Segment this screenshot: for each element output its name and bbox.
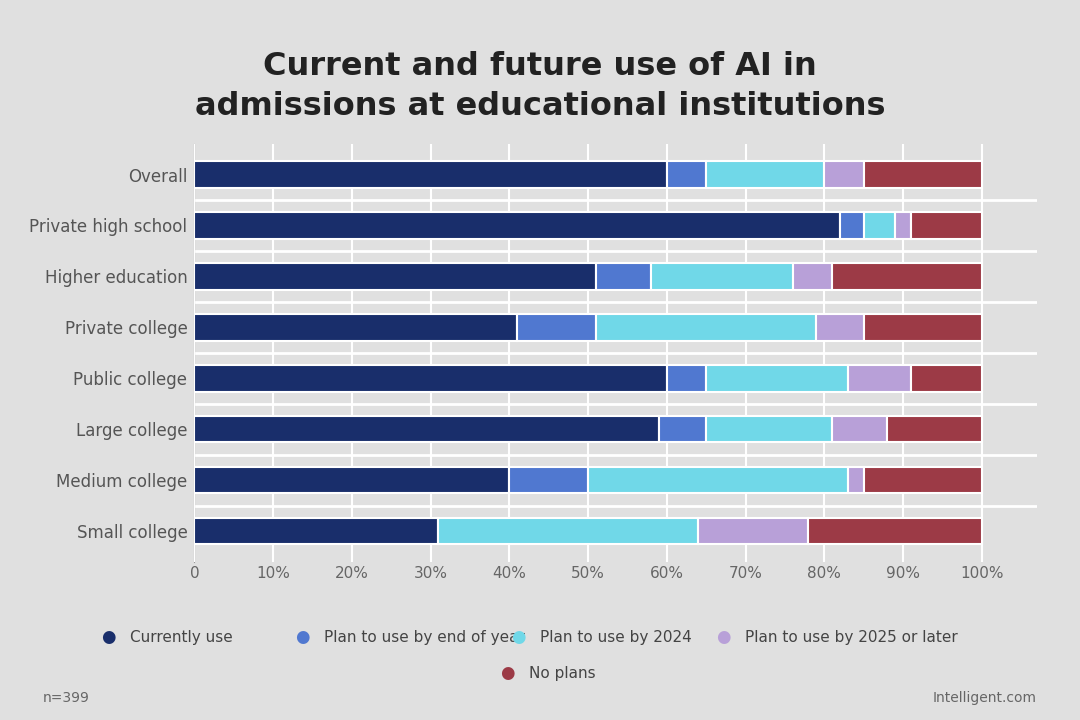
Text: n=399: n=399 [43, 691, 90, 705]
Text: ●: ● [100, 628, 116, 647]
Bar [651, 264, 793, 289]
Bar [824, 161, 864, 188]
Bar [194, 264, 596, 289]
Bar [699, 518, 809, 544]
Bar [510, 467, 588, 493]
Bar [816, 314, 864, 341]
Bar [194, 161, 666, 188]
Bar [194, 212, 840, 239]
Bar [194, 416, 659, 442]
Bar [887, 416, 982, 442]
Bar [194, 518, 438, 544]
Bar [864, 314, 982, 341]
Text: Plan to use by 2024: Plan to use by 2024 [540, 630, 692, 644]
Bar [832, 264, 982, 289]
Bar [438, 518, 699, 544]
Text: Intelligent.com: Intelligent.com [933, 691, 1037, 705]
Bar [588, 467, 848, 493]
Bar [793, 264, 832, 289]
Text: Plan to use by 2025 or later: Plan to use by 2025 or later [745, 630, 958, 644]
Bar [517, 314, 596, 341]
Bar [666, 161, 706, 188]
Bar [596, 314, 816, 341]
Bar [895, 212, 910, 239]
Bar [659, 416, 706, 442]
Bar [809, 518, 982, 544]
Text: Current and future use of AI in
admissions at educational institutions: Current and future use of AI in admissio… [194, 50, 886, 122]
Text: No plans: No plans [529, 666, 596, 680]
Bar [706, 416, 832, 442]
Bar [864, 161, 982, 188]
Bar [194, 314, 517, 341]
Text: ●: ● [500, 664, 515, 683]
Bar [596, 264, 651, 289]
Bar [864, 212, 895, 239]
Bar [848, 365, 910, 392]
Text: ●: ● [716, 628, 731, 647]
Bar [832, 416, 887, 442]
Text: ●: ● [295, 628, 310, 647]
Text: Plan to use by end of year: Plan to use by end of year [324, 630, 525, 644]
Bar [864, 467, 982, 493]
Bar [194, 365, 666, 392]
Bar [706, 365, 848, 392]
Bar [194, 467, 510, 493]
Bar [848, 467, 864, 493]
Bar [706, 161, 824, 188]
Text: ●: ● [511, 628, 526, 647]
Text: Currently use: Currently use [130, 630, 232, 644]
Bar [910, 212, 982, 239]
Bar [666, 365, 706, 392]
Bar [840, 212, 864, 239]
Bar [910, 365, 982, 392]
